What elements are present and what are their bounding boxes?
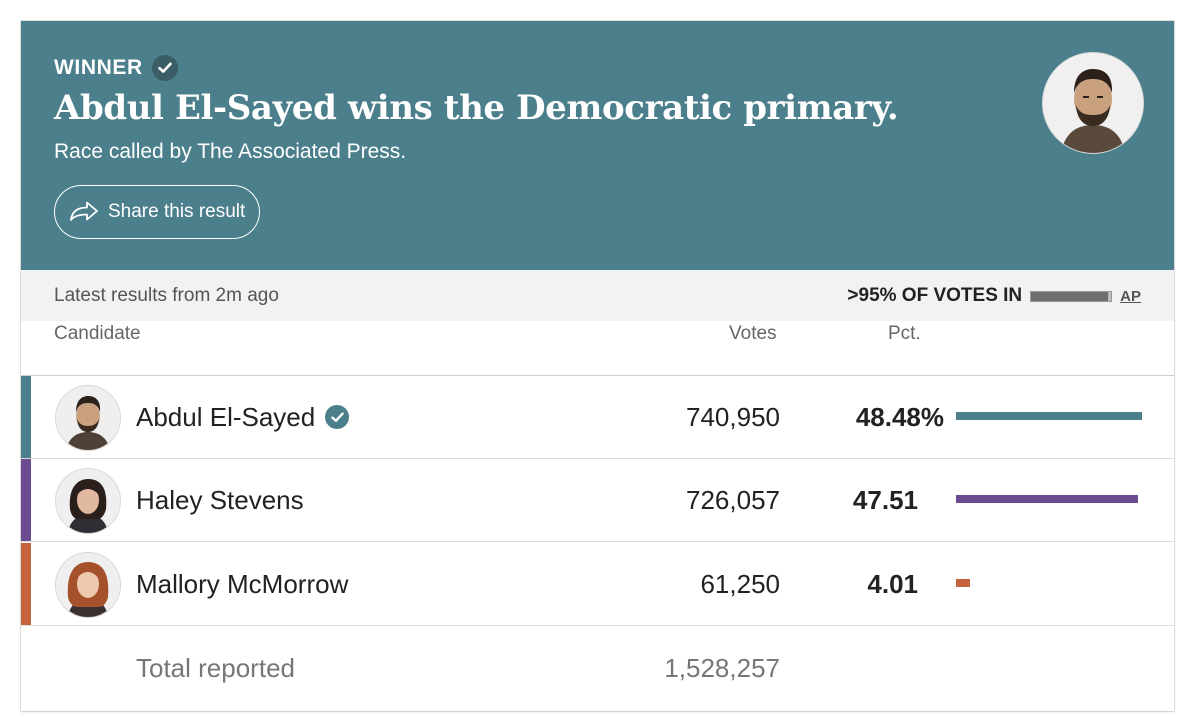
check-circle-icon (325, 405, 349, 429)
winner-banner: WINNER Abdul El-Sayed wins the Democrati… (21, 21, 1174, 270)
candidate-row: Abdul El-Sayed 740,950 48.48% (21, 376, 1174, 459)
total-row: Total reported 1,528,257 (21, 627, 1174, 711)
candidate-name: Abdul El-Sayed (136, 402, 316, 432)
share-label: Share this result (108, 201, 246, 222)
candidate-column-header: Candidate (54, 323, 141, 344)
share-result-button[interactable]: Share this result (54, 185, 260, 239)
results-status-bar: Latest results from 2m ago >95% OF VOTES… (21, 270, 1174, 321)
check-circle-icon (151, 55, 178, 81)
candidate-color-stripe (21, 376, 31, 458)
candidate-pct-bar (956, 495, 1138, 503)
race-called-note: Race called by The Associated Press. (54, 140, 407, 163)
winner-row: WINNER (54, 55, 178, 81)
headline: Abdul El-Sayed wins the Democratic prima… (54, 88, 899, 128)
candidate-votes: 726,057 (686, 485, 780, 515)
votes-in-label: >95% OF VOTES IN (847, 285, 1023, 306)
candidate-row: Mallory McMorrow 61,250 4.01 (21, 543, 1174, 626)
candidate-pct: 47.51 (852, 485, 918, 515)
total-label: Total reported (136, 653, 295, 683)
candidate-name: Haley Stevens (136, 485, 304, 515)
avatar (55, 385, 121, 451)
candidate-votes: 740,950 (686, 402, 780, 432)
results-card: WINNER Abdul El-Sayed wins the Democrati… (21, 21, 1174, 711)
avatar (55, 468, 121, 534)
candidate-color-stripe (21, 459, 31, 541)
candidate-name: Mallory McMorrow (136, 569, 349, 599)
pct-column-header: Pct. (888, 323, 921, 344)
candidate-color-stripe (21, 543, 31, 625)
last-updated: Latest results from 2m ago (54, 285, 279, 306)
reporting-progress-bar (1030, 290, 1113, 302)
total-votes: 1,528,257 (664, 653, 780, 683)
votes-column-header: Votes (729, 323, 777, 344)
candidate-pct-bar (956, 579, 970, 587)
share-arrow-icon (68, 200, 100, 224)
winner-photo (1042, 52, 1144, 154)
avatar (55, 552, 121, 618)
candidate-votes: 61,250 (700, 569, 780, 599)
candidate-pct: 4.01 (867, 569, 918, 599)
candidate-pct-bar (956, 412, 1142, 420)
ap-source-link[interactable]: AP (1120, 287, 1141, 305)
winner-label: WINNER (54, 56, 143, 79)
reporting-status: >95% OF VOTES IN AP (847, 285, 1141, 307)
reporting-progress-fill (1031, 291, 1108, 301)
candidate-row: Haley Stevens 726,057 47.51 (21, 459, 1174, 542)
candidate-pct: 48.48% (855, 402, 944, 432)
header-divider (21, 375, 1174, 376)
